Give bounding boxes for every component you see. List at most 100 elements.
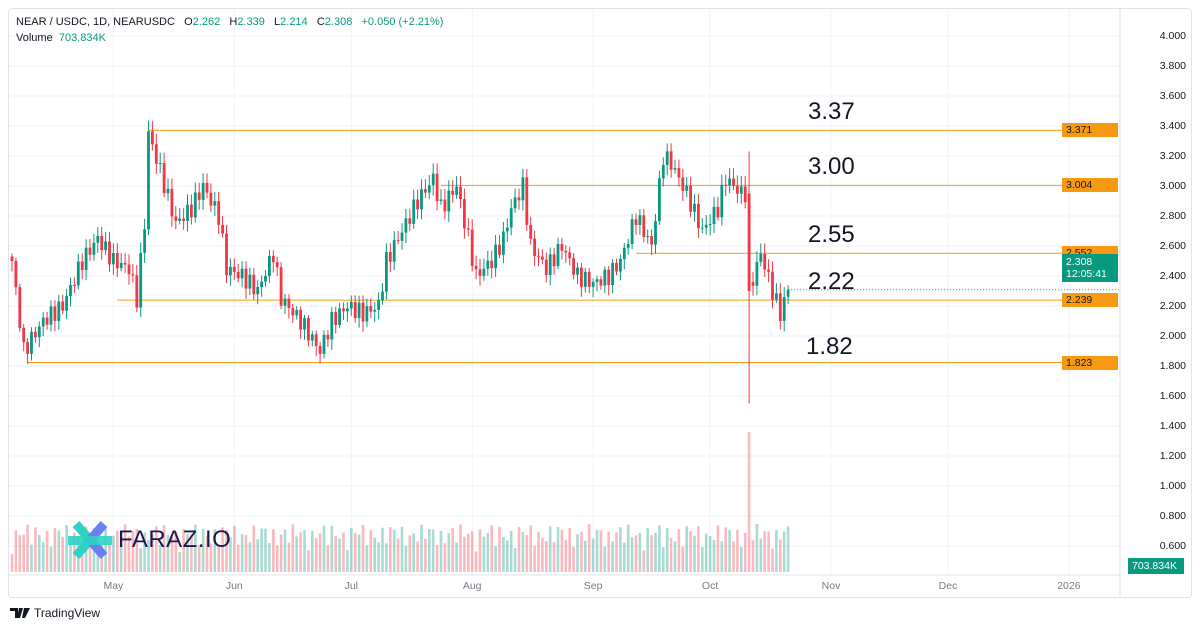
candle-body (346, 308, 349, 312)
volume-bar (186, 533, 189, 572)
high-value: 2.339 (237, 16, 265, 28)
candle-body (782, 297, 786, 321)
volume-bar (61, 536, 64, 572)
volume-bar (151, 534, 154, 572)
price-tick-label: 2.800 (1159, 210, 1186, 222)
candle-body (115, 253, 119, 269)
volume-bar (236, 544, 240, 572)
candle-body (201, 182, 205, 200)
candle-body (174, 216, 178, 221)
volume-value: 703.834K (58, 32, 106, 44)
candle-body (595, 279, 599, 282)
volume-bar (330, 525, 334, 572)
volume-bar (240, 534, 244, 572)
volume-bar (194, 524, 197, 572)
volume-bar (158, 544, 162, 572)
candle-body (143, 229, 146, 253)
volume-bar (41, 541, 45, 572)
candle-body (299, 309, 302, 330)
volume-bar (303, 530, 306, 572)
candle-body (119, 262, 123, 269)
candle-body (279, 267, 283, 306)
candle-body (509, 208, 513, 228)
volume-bar (509, 530, 513, 572)
candle-body (424, 189, 427, 193)
volume-bar (650, 535, 653, 572)
volume-bar (131, 531, 135, 572)
candle-body (459, 186, 462, 200)
candle-body (615, 262, 618, 272)
volume-bar (673, 541, 677, 572)
candle-body (533, 238, 536, 257)
candle-body (677, 168, 681, 178)
candle-body (213, 201, 217, 206)
time-tick-label: Jul (344, 580, 359, 592)
volume-bar (22, 534, 25, 572)
candle-body (166, 188, 170, 194)
volume-bar (353, 532, 357, 572)
candle-body (521, 177, 525, 201)
candle-body (642, 215, 646, 237)
price-tick-label: 0.800 (1159, 510, 1186, 522)
candle-body (236, 271, 240, 279)
volume-bar (431, 529, 435, 572)
tradingview-attribution[interactable]: TradingView (10, 606, 100, 620)
volume-bar (474, 551, 478, 572)
candle-body (158, 163, 162, 165)
candle-body (26, 342, 29, 354)
candle-body (408, 218, 412, 224)
open-label: O (184, 16, 193, 28)
candle-body (392, 240, 396, 262)
volume-bar (205, 536, 209, 572)
volume-bar (80, 543, 84, 572)
candle-body (229, 266, 232, 276)
candle-body (661, 164, 665, 179)
volume-bar (506, 540, 509, 572)
volume-bar (685, 526, 688, 572)
level-label: 3.37 (808, 98, 855, 126)
symbol-label[interactable]: NEAR / USDC, 1D, NEARUSDC (16, 16, 175, 28)
volume-bar (34, 527, 37, 572)
volume-label: Volume (16, 32, 53, 44)
volume-bar (342, 532, 345, 572)
candle-body (548, 254, 552, 276)
volume-bar (463, 536, 466, 572)
candle-body (743, 186, 747, 203)
candle-body (778, 293, 782, 321)
candle-body (69, 284, 72, 297)
candle-body (626, 243, 630, 248)
candle-body (669, 151, 673, 170)
price-tick-label: 2.000 (1159, 330, 1186, 342)
volume-bar (736, 529, 739, 572)
volume-bar (389, 527, 392, 572)
time-tick-label: Nov (821, 580, 841, 592)
volume-bar (611, 541, 614, 572)
volume-bar (108, 544, 111, 572)
candle-body (232, 266, 236, 272)
candle-body (732, 178, 735, 186)
candle-body (388, 252, 392, 262)
volume-bar (537, 531, 540, 572)
volume-bar (18, 535, 22, 572)
volume-bar (338, 538, 341, 572)
volume-bar (318, 533, 322, 572)
volume-bar (365, 545, 369, 572)
candle-body (759, 253, 763, 262)
volume-bar (373, 537, 376, 572)
candle-body (271, 255, 275, 263)
volume-bar (396, 538, 400, 572)
candle-body (22, 327, 26, 343)
volume-bar (38, 535, 41, 572)
volume-bar (533, 546, 536, 572)
volume-bar (408, 535, 412, 572)
candle-body (517, 197, 521, 201)
volume-bar (580, 531, 583, 572)
candle-body (381, 291, 384, 301)
tradingview-label: TradingView (34, 606, 101, 620)
candle-body (463, 199, 466, 229)
candle-body (607, 269, 611, 285)
candle-body (291, 308, 295, 316)
candle-body (673, 168, 677, 170)
candle-body (197, 192, 201, 200)
